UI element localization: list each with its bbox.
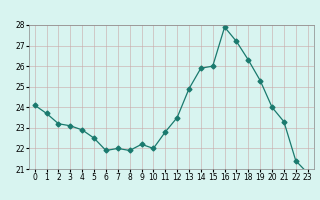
- Text: Humidex (Indice chaleur): Humidex (Indice chaleur): [85, 181, 235, 191]
